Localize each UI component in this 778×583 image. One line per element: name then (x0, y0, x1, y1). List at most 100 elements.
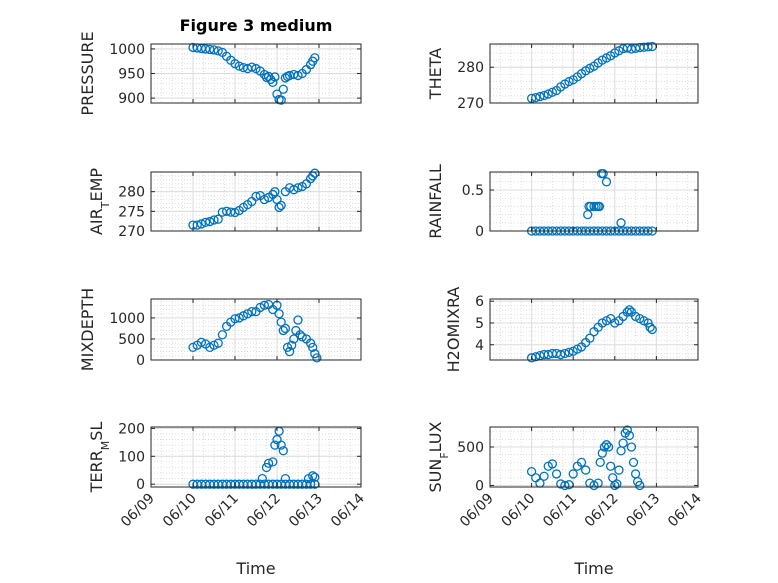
y-tick-label: 4 (475, 338, 484, 354)
y-tick-label: 1000 (109, 42, 145, 58)
axes-box (150, 298, 362, 361)
data-point (270, 440, 280, 450)
data-point (576, 457, 587, 468)
x-axis-label: Time (235, 559, 275, 578)
data-point (547, 459, 558, 469)
data-point (310, 472, 320, 482)
data-point (289, 334, 299, 344)
subplot-pressure: 900 950 1000 PRESSURE Figure 3 medium (78, 16, 362, 116)
data-point (547, 87, 558, 97)
data-point (310, 53, 320, 63)
data-point (257, 473, 267, 484)
data-point (276, 440, 286, 450)
axes-background (490, 172, 698, 231)
data-point (270, 72, 280, 82)
y-axis-label: AIRTEMP (87, 168, 112, 235)
subplot-theta: 270 280 THETA (426, 41, 699, 112)
y-tick-label: 500 (457, 440, 484, 456)
data-point (276, 200, 286, 211)
data-point (293, 183, 303, 193)
data-series (188, 299, 322, 363)
data-point (226, 207, 236, 217)
y-tick-label: 6 (475, 294, 484, 310)
data-point (200, 217, 211, 227)
data-point (278, 325, 288, 336)
subplot-rainfall: 0 0.5 RAINFALL (426, 164, 699, 240)
y-tick-label: 0 (136, 353, 145, 369)
data-point (626, 442, 637, 452)
data-point (624, 305, 635, 315)
data-point (278, 446, 288, 456)
data-point (234, 61, 244, 71)
data-point (280, 323, 291, 334)
data-point (312, 353, 322, 363)
major-grid (151, 44, 361, 103)
axes-box (489, 426, 699, 488)
data-point (217, 330, 228, 340)
y-tick-label: 0 (136, 477, 145, 493)
data-point (610, 480, 620, 491)
data-point (614, 465, 624, 475)
y-tick-label: 1000 (109, 311, 145, 327)
data-point (308, 342, 318, 353)
y-axis-label: MIXDEPTH (78, 288, 97, 371)
data-point (564, 76, 574, 87)
data-point (581, 465, 591, 475)
data-point (247, 306, 257, 317)
data-point (278, 84, 288, 94)
subplot-air-temp: 270 275 280 AIRTEMP (87, 168, 362, 240)
data-point (601, 440, 612, 450)
data-point (526, 353, 537, 363)
axes-box (150, 171, 362, 232)
data-point (612, 479, 622, 489)
data-point (230, 314, 240, 324)
axes-background (490, 44, 698, 103)
data-point (268, 77, 278, 87)
data-point (535, 91, 545, 102)
data-point (213, 214, 223, 224)
y-tick-label: 0 (475, 224, 484, 240)
y-tick-label: 200 (118, 421, 145, 437)
data-point (622, 425, 632, 435)
y-axis-label: SUNFLUX (426, 421, 451, 492)
data-point (618, 438, 628, 448)
data-point (645, 322, 655, 332)
subplot-h2omixra: 4 5 6 H2OMIXRA (444, 287, 699, 372)
data-point (263, 458, 274, 468)
y-tick-label: 270 (457, 96, 484, 112)
data-point (597, 448, 607, 458)
data-point (287, 340, 297, 350)
y-tick-label: 900 (118, 91, 145, 107)
data-point (274, 202, 284, 213)
data-point (259, 300, 270, 310)
x-axis-label: Time (573, 559, 613, 578)
y-tick-label: 280 (118, 185, 145, 201)
data-point (192, 220, 202, 230)
axes-box (489, 171, 699, 232)
subplot-mixdepth: 0 500 1000 MIXDEPTH (78, 288, 362, 371)
minor-grid (490, 427, 698, 487)
minor-grid (151, 427, 361, 487)
data-point (603, 442, 614, 452)
y-tick-label: 0 (475, 478, 484, 494)
data-point (635, 480, 645, 491)
y-tick-label: 280 (457, 60, 484, 76)
data-point (601, 177, 612, 187)
y-tick-label: 270 (118, 224, 145, 240)
data-point (308, 471, 318, 481)
data-point (230, 207, 240, 218)
data-point (539, 471, 549, 481)
data-point (209, 45, 219, 55)
data-point (628, 457, 639, 468)
chart-title: Figure 3 medium (180, 16, 333, 35)
y-tick-label: 0.5 (462, 183, 484, 199)
data-point (259, 194, 270, 205)
y-tick-label: 950 (118, 67, 145, 83)
data-point (599, 442, 610, 452)
data-point (551, 469, 562, 479)
data-point (624, 430, 635, 441)
minor-grid (490, 172, 698, 232)
data-point (543, 89, 553, 99)
data-point (560, 480, 570, 491)
